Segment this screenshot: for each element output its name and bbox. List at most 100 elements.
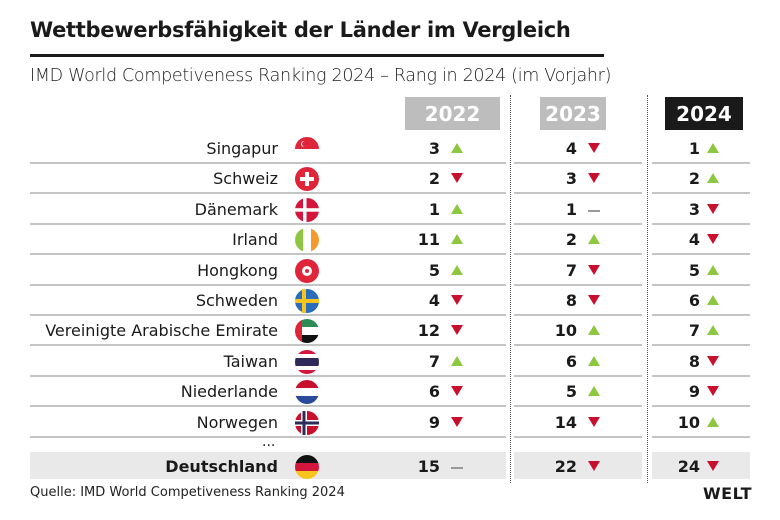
column-divider [647,95,648,483]
table-row: Taiwan 7 6 8 [0,347,780,377]
trend-down-icon [707,355,719,366]
trend-up-icon [451,355,463,366]
table-row: Schweiz 2 3 2 [0,164,780,195]
country-name: Irland [232,230,278,250]
highlight-row: Deutschland 15 22 24 [0,452,780,482]
column-divider [510,95,511,483]
highlight-background [30,452,506,479]
rank-2024: 10 [677,412,700,432]
table-row: Schweden 4 8 6 [0,286,780,316]
rank-2022: 9 [428,412,440,432]
trend-up-icon [451,143,463,153]
row-divider [652,162,750,164]
row-divider [652,283,750,286]
table-row: Dänemark 1 1 3 [0,195,780,225]
trend-up-icon [588,234,600,245]
rank-2022: 15 [417,457,440,476]
trend-down-icon [707,386,719,397]
rank-2024: 24 [677,457,700,476]
row-divider [514,314,642,316]
row-divider [652,344,750,347]
flag-dk-icon [295,197,319,222]
rank-2023: 6 [565,351,577,371]
table-row: Irland 11 2 4 [0,225,780,256]
year-header-2023: 2023 [540,97,606,130]
rank-2023: 10 [554,321,577,341]
trend-down-icon [451,295,463,305]
row-divider [514,222,642,225]
rank-2022: 11 [417,230,440,250]
rank-2022: 6 [428,382,440,402]
welt-logo: WELT [703,484,753,503]
rank-2022: 12 [417,321,440,341]
highlight-background [652,452,750,479]
trend-up-icon [451,234,463,245]
rank-2023: 7 [565,260,577,280]
trend-down-icon [588,173,600,184]
flag-nl-icon [295,380,319,405]
trend-down-icon [588,264,600,275]
row-divider [30,253,506,256]
row-divider [652,253,750,256]
trend-down-icon [588,416,600,427]
country-name: Norwegen [196,412,278,432]
trend-up-icon [707,173,719,184]
trend-up-icon [707,264,719,275]
rank-2022: 3 [428,139,440,158]
year-header-2024: 2024 [665,97,743,130]
table-row: Hongkong 5 7 5 [0,256,780,286]
country-name: Taiwan [223,351,278,371]
rank-2024: 4 [688,230,700,250]
trend-down-icon [451,386,463,397]
year-header-2022: 2022 [405,97,500,130]
trend-same-icon [588,209,600,212]
row-divider [30,435,506,438]
rank-2024: 3 [688,199,700,219]
rank-2022: 7 [428,351,440,371]
row-divider [30,283,506,286]
rank-2023: 5 [565,382,577,402]
ellipsis: ... [262,434,276,450]
row-divider [30,162,506,164]
table-row: Norwegen 9 14 10 [0,408,780,438]
row-divider [30,344,506,347]
row-divider [30,405,506,408]
trend-up-icon [451,203,463,214]
subtitle: IMD World Competiveness Ranking 2024 – R… [30,66,612,86]
highlight-background [514,452,642,479]
row-divider [514,405,642,408]
row-divider [652,222,750,225]
rank-2024: 6 [688,291,700,310]
trend-down-icon [451,416,463,427]
row-divider [514,283,642,286]
country-name: Schweiz [213,169,278,189]
title: Wettbewerbsfähigkeit der Länder im Vergl… [30,18,571,42]
rank-2023: 2 [565,230,577,250]
trend-down-icon [707,461,719,471]
flag-de-icon [295,455,319,479]
trend-down-icon [707,234,719,245]
trend-up-icon [707,295,719,305]
flag-ch-icon [295,167,319,192]
row-divider [30,192,506,195]
country-name: Deutschland [165,457,278,476]
row-divider [514,162,642,164]
row-divider [514,374,642,377]
flag-th-icon [295,349,319,374]
row-divider [652,192,750,195]
rank-2023: 14 [554,412,577,432]
row-divider [514,435,642,438]
country-name: Singapur [206,139,278,158]
trend-up-icon [707,143,719,153]
flag-sg-icon [295,137,319,161]
trend-up-icon [588,386,600,397]
row-divider [514,192,642,195]
row-divider [652,405,750,408]
country-name: Dänemark [194,199,278,219]
trend-up-icon [451,264,463,275]
trend-up-icon [588,355,600,366]
flag-no-icon [295,410,319,435]
row-divider [514,344,642,347]
rank-2023: 22 [554,457,577,476]
